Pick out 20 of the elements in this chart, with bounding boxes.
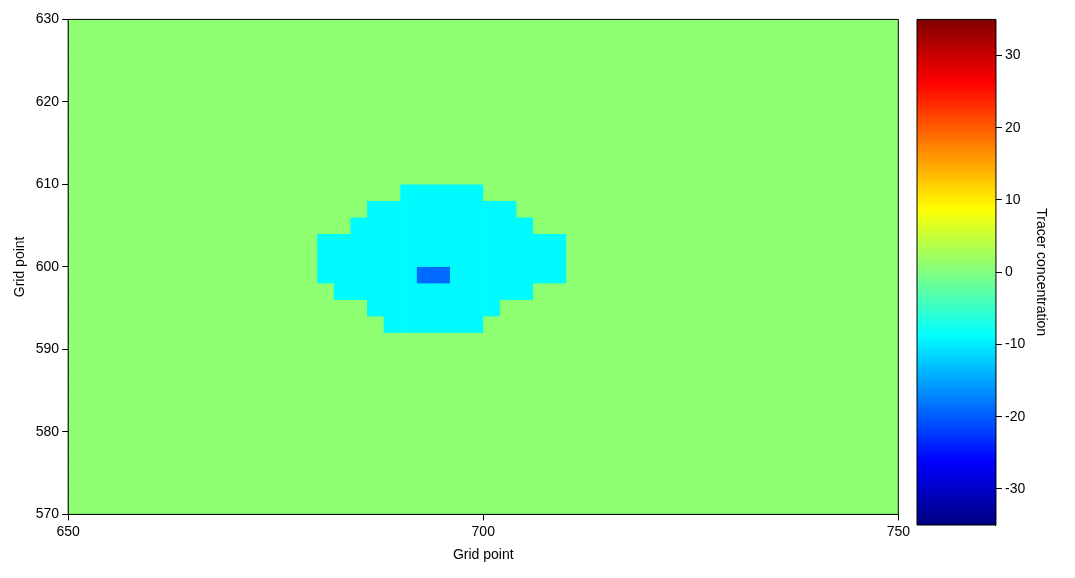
x-tick-label: 750	[886, 522, 911, 539]
color-bar-label: 0	[1004, 263, 1013, 280]
y-tick-label: 600	[35, 257, 60, 274]
x-axis-title: Grid point	[452, 546, 514, 563]
color-bar-label: -30	[1004, 479, 1026, 496]
x-tick-label: 650	[56, 522, 81, 539]
color-bar-label: -20	[1004, 407, 1026, 424]
x-tick-label: 700	[471, 522, 496, 539]
y-tick-label: 590	[35, 340, 60, 357]
y-tick-label: 610	[35, 175, 60, 192]
color-bar-label: 20	[1004, 118, 1021, 135]
y-tick-label: 570	[35, 505, 60, 522]
y-tick-label: 580	[35, 422, 60, 439]
color-bar-label: -10	[1004, 335, 1026, 352]
y-axis-title: Grid point	[11, 236, 28, 298]
color-bar-label: 30	[1004, 46, 1021, 63]
y-tick-label: 620	[35, 92, 60, 109]
color-bar-label: 10	[1004, 190, 1021, 207]
color-bar-title: Tracer concentration	[1033, 208, 1050, 337]
y-tick-label: 630	[35, 10, 60, 27]
